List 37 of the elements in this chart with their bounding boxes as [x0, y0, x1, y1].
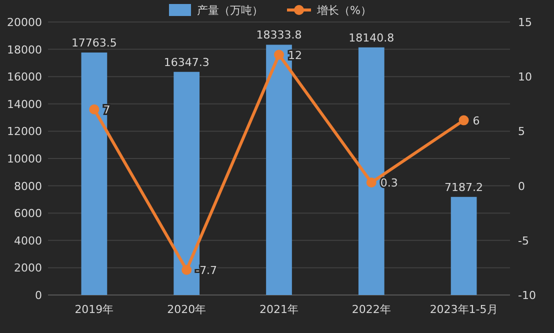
y-tick-label: 2000: [14, 262, 42, 275]
y-tick-label: 10000: [7, 152, 42, 166]
data-label: 17763.5: [71, 36, 117, 50]
y-tick-label: 16000: [7, 70, 42, 84]
data-label: 6: [472, 114, 480, 128]
point: [366, 178, 376, 188]
legend-label: 产量（万吨）: [197, 4, 263, 17]
y-tick-label: 6000: [14, 207, 42, 220]
y2-tick-label: 15: [518, 16, 532, 29]
y2-tick-label: -5: [518, 234, 529, 248]
x-tick-label: 2019年: [74, 303, 114, 316]
y-tick-label: 12000: [7, 125, 42, 138]
data-label: 18333.8: [256, 28, 302, 42]
x-tick-label: 2022年: [352, 303, 391, 316]
y2-tick-label: -10: [518, 289, 536, 302]
y-tick-label: 0: [35, 289, 42, 302]
y2-tick-label: 10: [518, 70, 532, 84]
data-label: 7187.2: [444, 180, 484, 194]
y-tick-label: 8000: [14, 180, 42, 193]
point: [274, 50, 284, 60]
bar: [450, 196, 477, 295]
bar: [81, 52, 108, 295]
point: [458, 115, 469, 126]
y-tick-label: 4000: [14, 234, 42, 248]
data-label: 18140.8: [348, 31, 394, 44]
y2-tick-label: 0: [518, 180, 525, 193]
legend-label: 增长（%）: [316, 4, 372, 17]
point: [89, 104, 100, 114]
y2-tick-label: 5: [518, 125, 525, 138]
y-tick-label: 18000: [7, 43, 42, 56]
y-tick-label: 14000: [7, 98, 42, 111]
y-tick-label: 20000: [7, 16, 42, 29]
x-tick-label: 2020年: [167, 303, 206, 316]
x-tick-label: 2023年1-5月: [430, 303, 498, 316]
point: [182, 264, 192, 275]
data-label: 16347.3: [164, 56, 210, 69]
x-tick-label: 2021年: [260, 303, 298, 316]
